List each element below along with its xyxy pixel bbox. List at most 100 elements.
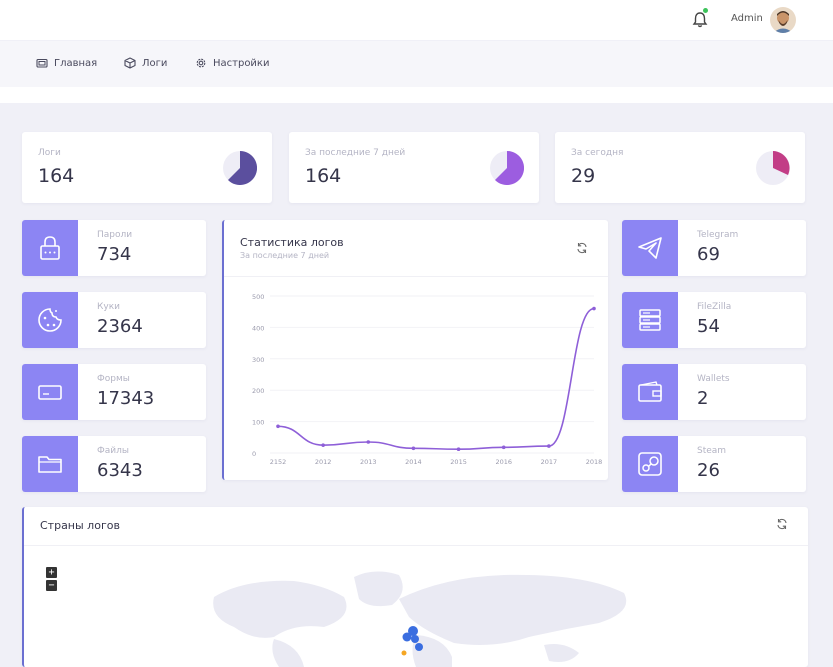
map-marker bbox=[408, 626, 418, 636]
map-marker bbox=[415, 643, 423, 651]
card-value: 69 bbox=[697, 244, 720, 265]
map-marker bbox=[411, 635, 419, 643]
y-tick-label: 100 bbox=[252, 419, 264, 427]
data-point bbox=[411, 446, 416, 451]
x-tick-label: 2014 bbox=[405, 458, 422, 466]
countries-divider bbox=[24, 545, 808, 546]
data-point bbox=[321, 443, 325, 447]
top-bar: Admin bbox=[0, 0, 833, 40]
steam-icon bbox=[622, 436, 678, 492]
card-value: 54 bbox=[697, 316, 720, 337]
card-label: Куки bbox=[97, 302, 121, 312]
files-card[interactable]: Файлы 6343 bbox=[22, 436, 206, 492]
card-value: 2364 bbox=[97, 316, 143, 337]
nav-item-home[interactable]: Главная bbox=[36, 57, 97, 69]
main-nav: Главная Логи Настройки bbox=[0, 41, 833, 87]
y-tick-label: 0 bbox=[252, 450, 256, 458]
card-value: 2 bbox=[697, 388, 709, 409]
folder-icon bbox=[22, 436, 78, 492]
stat-card-7days: За последние 7 дней 164 bbox=[289, 132, 539, 203]
y-tick-label: 500 bbox=[252, 293, 264, 301]
chart-title: Статистика логов bbox=[240, 236, 344, 249]
x-tick-label: 2015 bbox=[450, 458, 467, 466]
gear-icon bbox=[196, 58, 206, 68]
telegram-card[interactable]: Telegram 69 bbox=[622, 220, 806, 276]
stat-label: За последние 7 дней bbox=[305, 148, 406, 158]
refresh-icon[interactable] bbox=[576, 242, 588, 254]
home-icon bbox=[36, 58, 48, 68]
notification-dot bbox=[703, 8, 708, 13]
map-marker bbox=[401, 650, 407, 656]
log-line-chart: 0 100 200 300 400 500 2152 2012 2013 2014 2015 2016… bbox=[252, 293, 603, 466]
card-value: 26 bbox=[697, 460, 720, 481]
y-tick-label: 300 bbox=[252, 356, 264, 364]
x-tick-label: 2152 bbox=[270, 458, 287, 466]
stat-card-logs: Логи 164 bbox=[22, 132, 272, 203]
chart-subtitle: За последние 7 дней bbox=[240, 251, 330, 260]
cookie-icon bbox=[22, 292, 78, 348]
nav-divider bbox=[0, 87, 833, 103]
stat-card-today: За сегодня 29 bbox=[555, 132, 805, 203]
countries-card: Страны логов + − bbox=[22, 507, 808, 667]
card-label: Steam bbox=[697, 446, 727, 456]
countries-title: Страны логов bbox=[40, 519, 120, 532]
world-map[interactable] bbox=[24, 557, 808, 667]
data-point bbox=[366, 440, 371, 444]
pie-chart-icon bbox=[223, 151, 257, 185]
x-tick-label: 2012 bbox=[315, 458, 332, 466]
data-point bbox=[592, 306, 596, 311]
stat-label: Логи bbox=[38, 148, 61, 158]
server-icon bbox=[622, 292, 678, 348]
avatar[interactable] bbox=[770, 7, 796, 33]
chart-divider bbox=[224, 276, 608, 277]
pie-chart-icon bbox=[756, 151, 790, 185]
bell-icon[interactable] bbox=[690, 10, 710, 30]
lock-icon bbox=[22, 220, 78, 276]
data-point bbox=[456, 447, 461, 452]
card-value: 6343 bbox=[97, 460, 143, 481]
y-tick-label: 200 bbox=[252, 387, 264, 395]
x-tick-label: 2013 bbox=[360, 458, 377, 466]
nav-item-logs[interactable]: Логи bbox=[124, 57, 167, 69]
card-label: Формы bbox=[97, 374, 130, 384]
telegram-icon bbox=[622, 220, 678, 276]
stat-value: 29 bbox=[571, 165, 596, 187]
x-tick-label: 2016 bbox=[495, 458, 512, 466]
log-stats-card: Статистика логов За последние 7 дней 0 10… bbox=[222, 220, 608, 480]
nav-item-label: Настройки bbox=[213, 57, 270, 69]
box-icon bbox=[124, 57, 136, 69]
zoom-in-button[interactable]: + bbox=[46, 567, 57, 578]
x-tick-label: 2017 bbox=[541, 458, 558, 466]
card-value: 17343 bbox=[97, 388, 155, 409]
card-label: Пароли bbox=[97, 230, 133, 240]
stat-value: 164 bbox=[38, 165, 75, 187]
data-point bbox=[276, 424, 280, 429]
x-tick-label: 2018 bbox=[586, 458, 603, 466]
data-point bbox=[547, 444, 551, 448]
nav-item-label: Главная bbox=[54, 57, 98, 69]
data-point bbox=[501, 445, 506, 450]
card-label: FileZilla bbox=[697, 302, 732, 312]
refresh-icon[interactable] bbox=[776, 518, 788, 530]
cookies-card[interactable]: Куки 2364 bbox=[22, 292, 206, 348]
card-value: 734 bbox=[97, 244, 132, 265]
zoom-out-button[interactable]: − bbox=[46, 580, 57, 591]
card-label: Telegram bbox=[697, 230, 739, 240]
steam-card[interactable]: Steam 26 bbox=[622, 436, 806, 492]
forms-card[interactable]: Формы 17343 bbox=[22, 364, 206, 420]
y-tick-label: 400 bbox=[252, 324, 264, 332]
wallet-icon bbox=[622, 364, 678, 420]
passwords-card[interactable]: Пароли 734 bbox=[22, 220, 206, 276]
stat-label: За сегодня bbox=[571, 148, 624, 158]
series-line bbox=[277, 307, 595, 451]
pie-chart-icon bbox=[490, 151, 524, 185]
nav-item-label: Логи bbox=[142, 57, 168, 69]
wallets-card[interactable]: Wallets 2 bbox=[622, 364, 806, 420]
user-name[interactable]: Admin bbox=[731, 13, 763, 24]
map-marker bbox=[402, 632, 412, 642]
filezilla-card[interactable]: FileZilla 54 bbox=[622, 292, 806, 348]
card-label: Файлы bbox=[97, 446, 129, 456]
nav-item-settings[interactable]: Настройки bbox=[195, 57, 269, 69]
stat-value: 164 bbox=[305, 165, 342, 187]
form-icon bbox=[22, 364, 78, 420]
